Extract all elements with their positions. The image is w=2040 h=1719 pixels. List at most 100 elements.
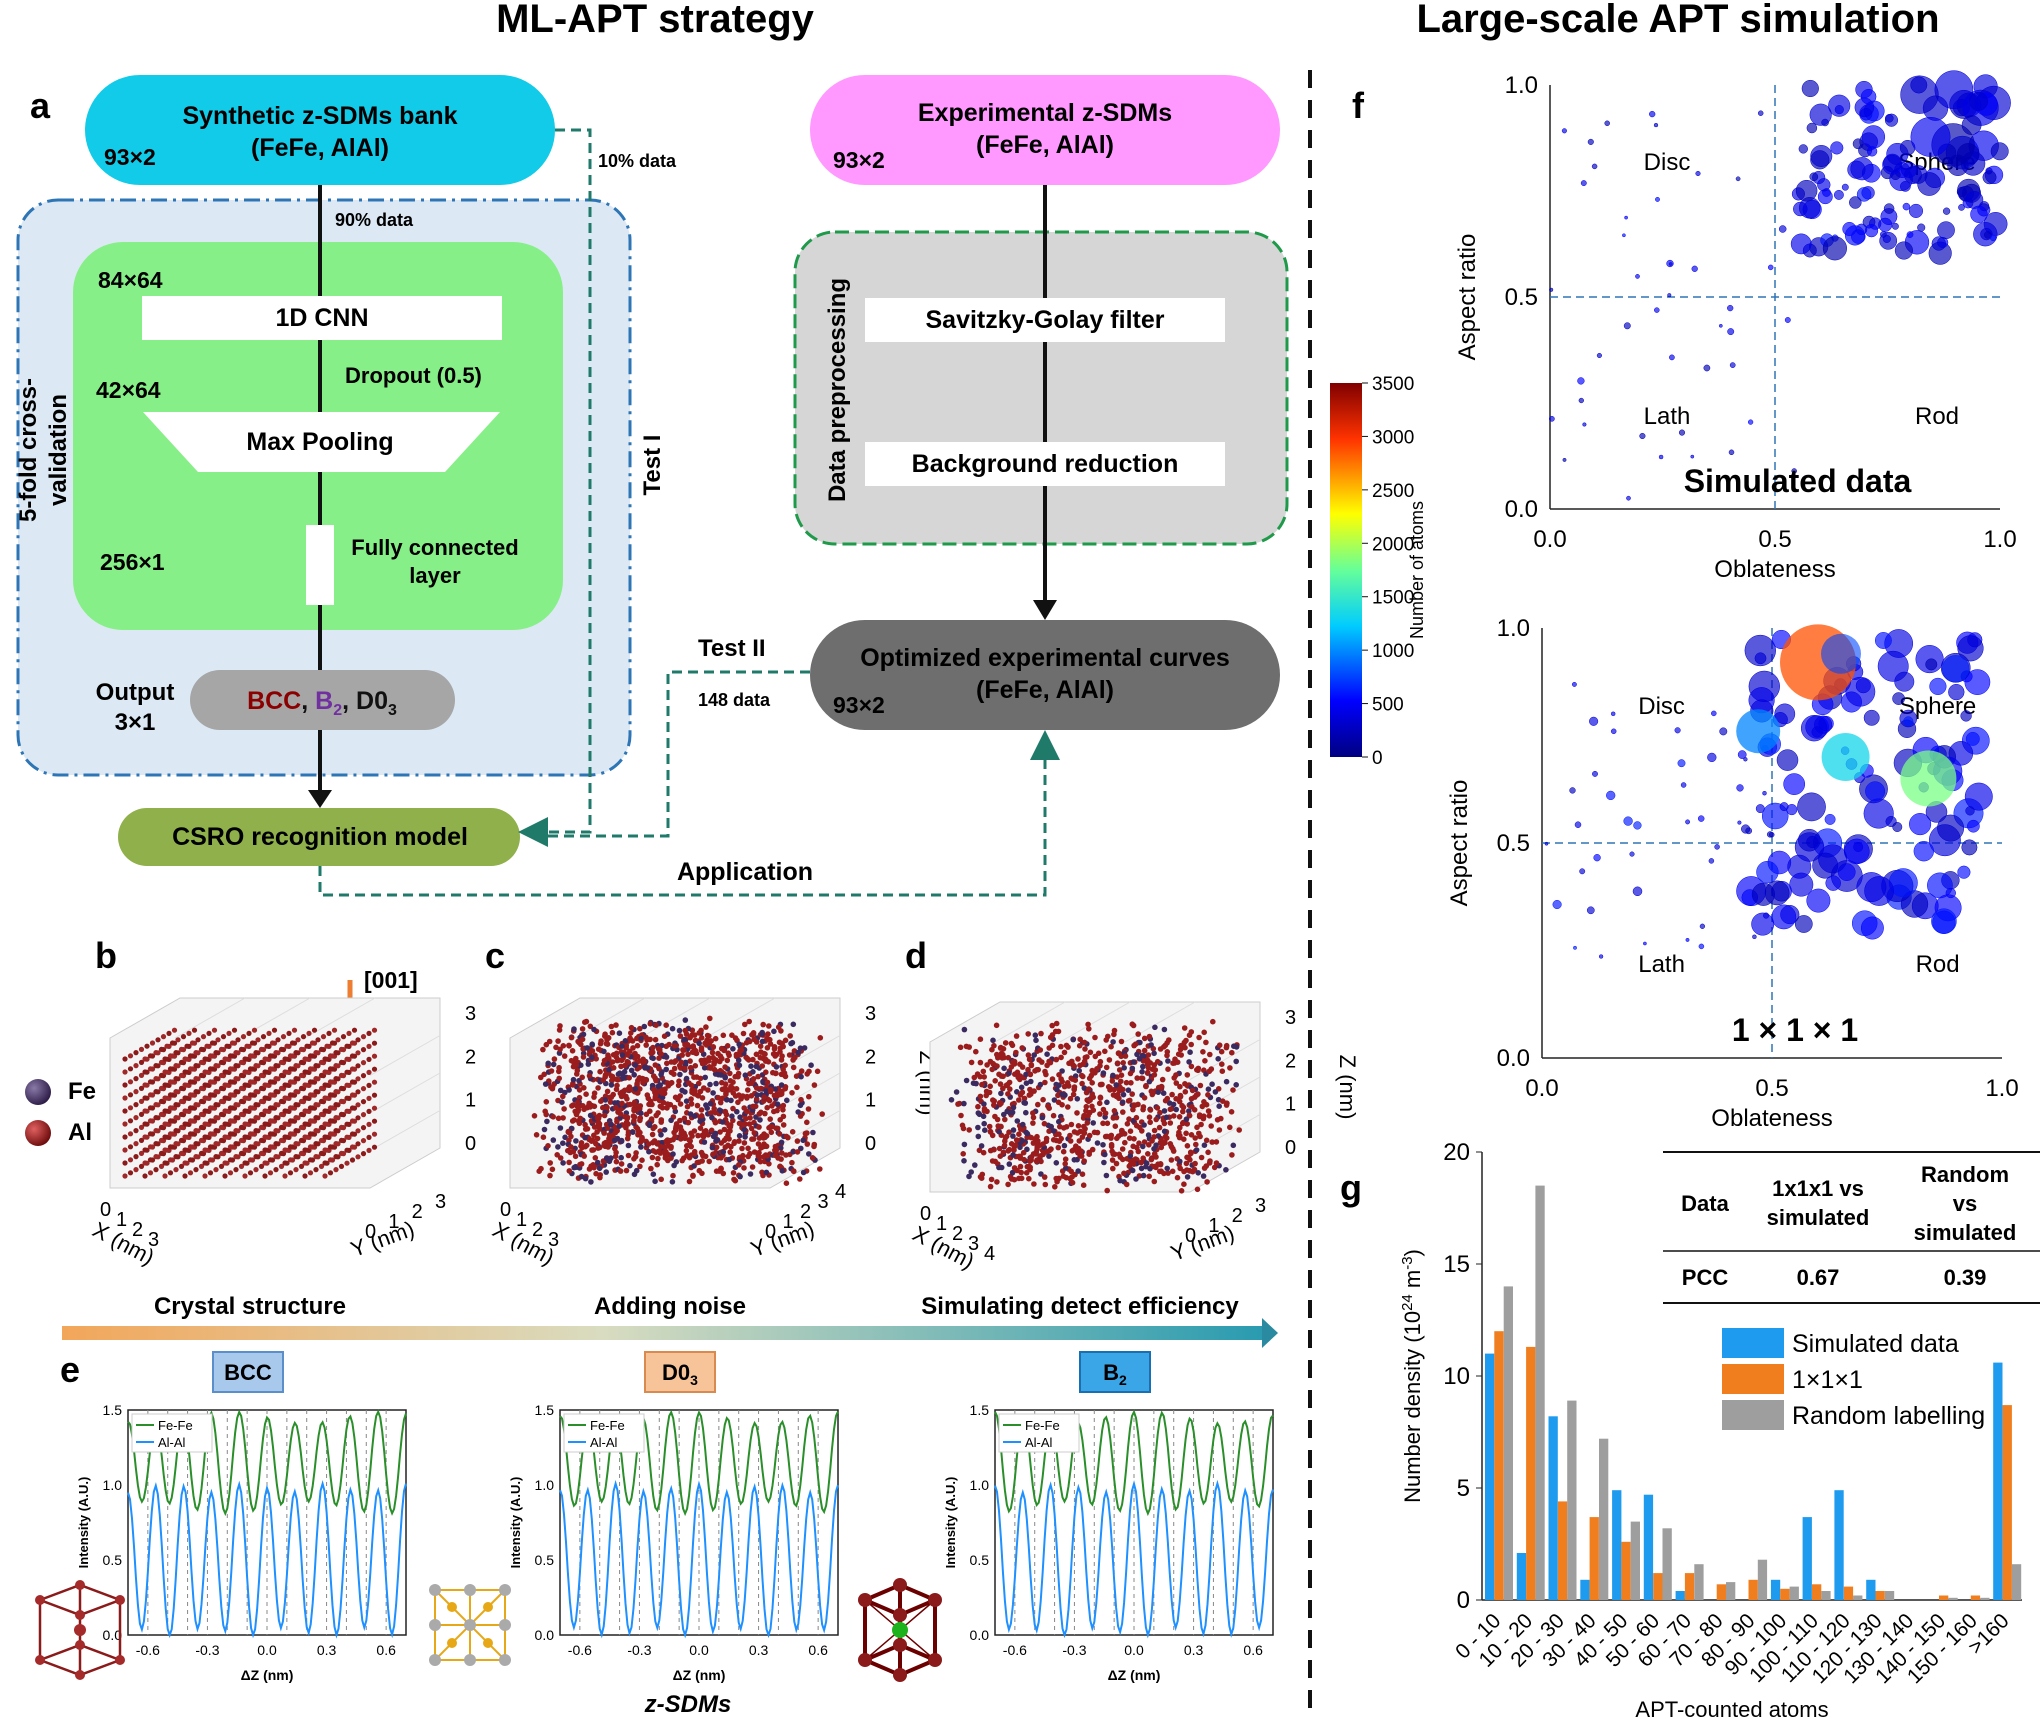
atom-dot — [147, 1092, 154, 1098]
atom-dot — [677, 1093, 683, 1099]
atom-dot — [1068, 1121, 1075, 1128]
atom-dot — [614, 1082, 620, 1089]
atom-dot — [1126, 1135, 1133, 1141]
atom-dot — [122, 1173, 128, 1179]
atom-dot — [173, 1050, 179, 1056]
atom-dot — [233, 1076, 239, 1082]
atom-dot — [608, 1094, 615, 1100]
atom-dot — [227, 1066, 234, 1072]
atom-dot — [318, 1098, 325, 1104]
atom-dot — [293, 1089, 299, 1095]
atom-dot — [1019, 1045, 1025, 1051]
atom-dot — [1169, 1105, 1175, 1112]
atom-dot — [1082, 1046, 1088, 1052]
atom-dot — [768, 1129, 775, 1136]
atom-dot — [781, 1072, 787, 1078]
atom-dot — [1228, 1109, 1235, 1115]
atom-dot — [1121, 1131, 1128, 1137]
y-tick: 0 — [1185, 1225, 1196, 1247]
atom-dot — [213, 1128, 219, 1134]
atom-dot — [307, 1066, 314, 1072]
atom-dot — [671, 1129, 677, 1136]
atom-dot — [1059, 1091, 1065, 1098]
bubble — [1942, 655, 1970, 683]
atom-dot — [273, 1102, 279, 1108]
atom-dot — [1109, 1157, 1116, 1163]
atom-dot — [1141, 1122, 1147, 1128]
atom-dot — [187, 1118, 194, 1124]
atom-dot — [187, 1092, 194, 1098]
atom-dot — [242, 1160, 248, 1166]
atom-dot — [549, 1166, 556, 1173]
atom-dot — [748, 1093, 755, 1099]
atom-dot — [637, 1163, 643, 1170]
atom-dot — [583, 1091, 589, 1097]
legend-fefe-text: Fe-Fe — [158, 1418, 193, 1433]
dim-256: 256×1 — [100, 549, 165, 575]
atom-dot — [737, 1173, 743, 1180]
atom-dot — [747, 1115, 753, 1121]
max-pooling-label: Max Pooling — [246, 428, 393, 456]
atom-dot — [1144, 1061, 1151, 1067]
bubble — [1674, 727, 1681, 734]
cube-grid — [1059, 1001, 1131, 1043]
atom-dot — [1116, 1067, 1123, 1073]
atom-dot — [302, 1121, 308, 1127]
atom-dot — [1183, 1130, 1189, 1137]
atom-dot — [1009, 1169, 1016, 1176]
atom-dot — [138, 1137, 145, 1143]
atom-dot — [701, 1065, 708, 1071]
atom-dot — [253, 1089, 259, 1095]
bubble — [1754, 652, 1767, 665]
atom-dot — [1104, 1133, 1110, 1140]
atom-dot — [1048, 1146, 1054, 1152]
bubble — [1791, 468, 1797, 474]
quadrant-rod: Rod — [1916, 951, 1960, 978]
atom-dot — [573, 1062, 580, 1068]
atom-dot — [127, 1092, 134, 1098]
atom-dot — [206, 1030, 212, 1036]
atom-dot — [730, 1117, 736, 1124]
atom-dot — [1105, 1084, 1112, 1090]
atom-dot — [202, 1082, 208, 1088]
atom-dot — [948, 1097, 955, 1103]
atom-dot — [258, 1124, 265, 1130]
atom-dot — [198, 1059, 205, 1065]
atom-dot — [302, 1069, 308, 1075]
bubble — [1910, 76, 1928, 94]
atom-dot — [258, 1098, 265, 1104]
atom-dot — [1103, 1064, 1110, 1071]
atom-dot — [346, 1030, 352, 1036]
bubble — [1865, 781, 1886, 802]
atom-dot — [1199, 1103, 1206, 1110]
atom-dot — [1021, 1095, 1028, 1102]
atom-dot — [696, 1159, 702, 1165]
atom-dot — [688, 1143, 694, 1150]
atom-dot — [218, 1163, 225, 1169]
panel-label-f: f — [1352, 85, 1365, 126]
bubble — [1863, 709, 1880, 726]
atom-dot — [1138, 1165, 1145, 1172]
bubble — [1699, 923, 1706, 929]
atom-dot — [1140, 1063, 1146, 1070]
atom-dot — [560, 1160, 566, 1166]
atom-dot — [1177, 1083, 1183, 1090]
atom-dot — [719, 1079, 725, 1086]
atom-dot — [1153, 1116, 1159, 1123]
al-legend-label: Al — [68, 1119, 92, 1146]
atom-dot — [726, 1123, 732, 1130]
atom-dot — [632, 1086, 639, 1092]
bubble — [1864, 223, 1879, 238]
bubble — [1908, 203, 1924, 218]
atom-dot — [573, 1138, 579, 1144]
alal-curve — [127, 1479, 407, 1639]
atom-dot — [366, 1069, 372, 1075]
bubble — [1591, 163, 1598, 170]
atom-dot — [173, 1167, 179, 1173]
atom-dot — [182, 1108, 188, 1114]
atom-dot — [581, 1153, 587, 1159]
atom-dot — [238, 1059, 245, 1065]
